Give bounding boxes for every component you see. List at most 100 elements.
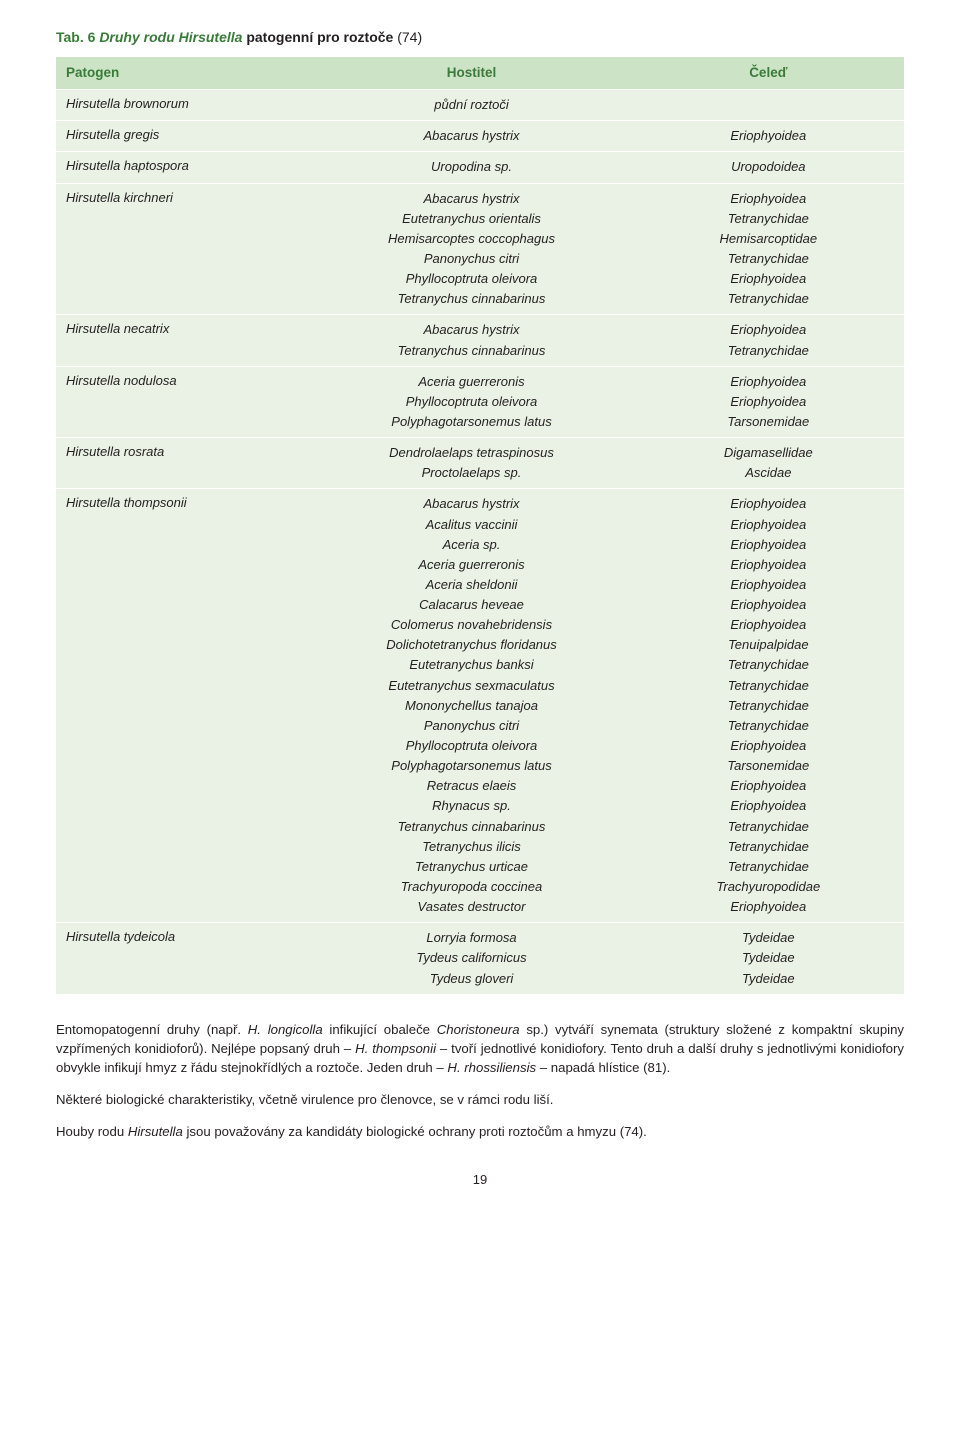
host-line: Abacarus hystrix (320, 189, 622, 209)
family-line: Digamasellidae (643, 443, 894, 463)
cell-hosts: Abacarus hystrix (310, 121, 632, 152)
family-line: Tydeidae (643, 969, 894, 989)
family-line: Tetranychidae (643, 837, 894, 857)
host-line: Panonychus citri (320, 249, 622, 269)
host-line: Phyllocoptruta oleivora (320, 736, 622, 756)
cell-families (633, 90, 904, 121)
cell-hosts: Dendrolaelaps tetraspinosusProctolaelaps… (310, 438, 632, 489)
p3-text: jsou považovány za kandidáty biologické … (183, 1124, 647, 1139)
family-line: Tenuipalpidae (643, 635, 894, 655)
family-line: Tetranychidae (643, 676, 894, 696)
family-line: Eriophyoidea (643, 615, 894, 635)
cell-pathogen: Hirsutella necatrix (56, 315, 310, 366)
host-line: Uropodina sp. (320, 157, 622, 177)
host-line: Calacarus heveae (320, 595, 622, 615)
paragraph-3: Houby rodu Hirsutella jsou považovány za… (56, 1122, 904, 1141)
cell-families: Uropodoidea (633, 152, 904, 183)
family-line: Hemisarcoptidae (643, 229, 894, 249)
host-line: Eutetranychus orientalis (320, 209, 622, 229)
host-line: Abacarus hystrix (320, 320, 622, 340)
cell-families: EriophyoideaTetranychidae (633, 315, 904, 366)
family-line: Tetranychidae (643, 289, 894, 309)
host-line: Dolichotetranychus floridanus (320, 635, 622, 655)
host-line: Acalitus vaccinii (320, 515, 622, 535)
cell-pathogen: Hirsutella rosrata (56, 438, 310, 489)
cell-families: EriophyoideaTetranychidaeHemisarcoptidae… (633, 183, 904, 315)
family-line: Tetranychidae (643, 341, 894, 361)
family-line: Eriophyoidea (643, 189, 894, 209)
host-line: Tydeus gloveri (320, 969, 622, 989)
table-row: Hirsutella nodulosa Aceria guerreronisPhy… (56, 366, 904, 437)
cell-pathogen: Hirsutella kirchneri (56, 183, 310, 315)
caption-title-colored: Druhy rodu Hirsutella (99, 29, 242, 45)
family-line (643, 95, 894, 115)
host-line: Colomerus novahebridensis (320, 615, 622, 635)
table-row: Hirsutella brownorumpůdní roztoči (56, 90, 904, 121)
family-line: Eriophyoidea (643, 776, 894, 796)
family-line: Ascidae (643, 463, 894, 483)
family-line: Eriophyoidea (643, 736, 894, 756)
family-line: Tydeidae (643, 928, 894, 948)
family-line: Eriophyoidea (643, 269, 894, 289)
cell-hosts: Abacarus hystrixTetranychus cinnabarinus (310, 315, 632, 366)
family-line: Tetranychidae (643, 655, 894, 675)
host-line: Lorryia formosa (320, 928, 622, 948)
host-line: Phyllocoptruta oleivora (320, 392, 622, 412)
header-family: Čeleď (633, 57, 904, 90)
cell-pathogen: Hirsutella thompsonii (56, 489, 310, 923)
host-line: Aceria guerreronis (320, 372, 622, 392)
family-line: Tetranychidae (643, 209, 894, 229)
family-line: Eriophyoidea (643, 555, 894, 575)
family-line: Eriophyoidea (643, 494, 894, 514)
host-line: Aceria sheldonii (320, 575, 622, 595)
cell-families: EriophyoideaEriophyoideaTarsonemidae (633, 366, 904, 437)
host-line: Aceria guerreronis (320, 555, 622, 575)
caption-label: Tab. 6 (56, 29, 95, 45)
host-line: Abacarus hystrix (320, 126, 622, 146)
body-text: Entomopatogenní druhy (např. H. longicol… (56, 1020, 904, 1142)
host-line: Rhynacus sp. (320, 796, 622, 816)
cell-families: DigamasellidaeAscidae (633, 438, 904, 489)
host-line: Retracus elaeis (320, 776, 622, 796)
host-line: Aceria sp. (320, 535, 622, 555)
cell-hosts: Lorryia formosaTydeus californicusTydeus… (310, 923, 632, 994)
host-line: Polyphagotarsonemus latus (320, 756, 622, 776)
host-line: Tetranychus cinnabarinus (320, 289, 622, 309)
cell-pathogen: Hirsutella nodulosa (56, 366, 310, 437)
family-line: Tetranychidae (643, 817, 894, 837)
p1-species-2: Choristoneura (437, 1022, 520, 1037)
family-line: Tetranychidae (643, 696, 894, 716)
family-line: Eriophyoidea (643, 535, 894, 555)
host-line: Panonychus citri (320, 716, 622, 736)
paragraph-2: Některé biologické charakteristiky, včet… (56, 1090, 904, 1109)
host-line: Abacarus hystrix (320, 494, 622, 514)
host-line: Mononychellus tanajoa (320, 696, 622, 716)
family-line: Eriophyoidea (643, 575, 894, 595)
paragraph-1: Entomopatogenní druhy (např. H. longicol… (56, 1020, 904, 1077)
family-line: Eriophyoidea (643, 796, 894, 816)
host-line: Eutetranychus sexmaculatus (320, 676, 622, 696)
host-line: Polyphagotarsonemus latus (320, 412, 622, 432)
host-line: Trachyuropoda coccinea (320, 877, 622, 897)
family-line: Eriophyoidea (643, 595, 894, 615)
cell-families: EriophyoideaEriophyoideaEriophyoideaErio… (633, 489, 904, 923)
cell-pathogen: Hirsutella tydeicola (56, 923, 310, 994)
cell-pathogen: Hirsutella brownorum (56, 90, 310, 121)
p1-text: Entomopatogenní druhy (např. (56, 1022, 248, 1037)
p3-species: Hirsutella (128, 1124, 183, 1139)
p1-species-3: H. thompsonii (355, 1041, 436, 1056)
cell-hosts: Abacarus hystrixEutetranychus orientalis… (310, 183, 632, 315)
table-row: Hirsutella haptosporaUropodina sp.Uropod… (56, 152, 904, 183)
cell-families: Eriophyoidea (633, 121, 904, 152)
host-line: Hemisarcoptes coccophagus (320, 229, 622, 249)
family-line: Eriophyoidea (643, 515, 894, 535)
host-line: Dendrolaelaps tetraspinosus (320, 443, 622, 463)
host-line: Phyllocoptruta oleivora (320, 269, 622, 289)
family-line: Eriophyoidea (643, 392, 894, 412)
p1-species-1: H. longicolla (248, 1022, 323, 1037)
cell-families: TydeidaeTydeidaeTydeidae (633, 923, 904, 994)
table-row: Hirsutella rosrataDendrolaelaps tetraspi… (56, 438, 904, 489)
family-line: Tarsonemidae (643, 412, 894, 432)
p1-species-4: H. rhossiliensis (447, 1060, 536, 1075)
family-line: Eriophyoidea (643, 320, 894, 340)
